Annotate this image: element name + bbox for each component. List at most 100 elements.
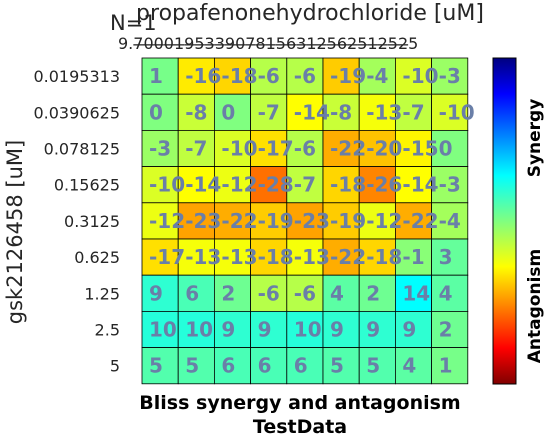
cell-value-label: -10 xyxy=(439,100,475,124)
cell-value-label: -18 xyxy=(366,245,402,269)
cell-value-label: 5 xyxy=(366,354,380,378)
heatmap-cell xyxy=(141,57,179,95)
cell-value-label: -19 xyxy=(330,64,366,88)
cell-value-label: 1 xyxy=(149,64,163,88)
heatmap-cell xyxy=(213,57,251,95)
cell-value-label: -8 xyxy=(330,100,352,124)
cell-value-label: -12 xyxy=(149,209,185,233)
cell-value-label: -3 xyxy=(149,137,171,161)
cell-value-label: 1 xyxy=(439,354,453,378)
heatmap-cell xyxy=(141,129,179,167)
heatmap-cell xyxy=(431,310,469,348)
cell-value-label: -10 xyxy=(221,137,257,161)
cell-value-label: 9 xyxy=(258,318,272,342)
heatmap-cell xyxy=(250,93,288,131)
y-tick-label: 1.25 xyxy=(84,284,120,303)
cell-value-label: -20 xyxy=(366,137,402,161)
heatmap-cell xyxy=(286,129,324,167)
heatmap-cell xyxy=(213,202,251,240)
chart-title: propafenonehydrochloride [uM] xyxy=(136,1,484,26)
heatmap-cell xyxy=(431,202,469,240)
heatmap-cell xyxy=(177,310,215,348)
y-tick-label: 0.078125 xyxy=(44,140,120,159)
cell-value-label: -18 xyxy=(258,245,294,269)
chart-subtitle: TestData xyxy=(253,416,347,437)
heatmap-cell xyxy=(358,93,396,131)
cell-value-label: -22 xyxy=(221,209,257,233)
y-tick-label: 0.15625 xyxy=(54,176,120,195)
cell-value-label: 3 xyxy=(439,245,453,269)
heatmap-cell xyxy=(141,310,179,348)
cell-value-label: -22 xyxy=(330,245,366,269)
heatmap-cell xyxy=(394,347,432,385)
colorbar-label-synergy: Synergy xyxy=(525,99,545,178)
cell-value-label: 9 xyxy=(221,318,235,342)
heatmap-cell xyxy=(431,93,469,131)
cell-value-label: 4 xyxy=(402,354,416,378)
cell-value-label: -12 xyxy=(221,173,257,197)
cell-value-label: 14 xyxy=(402,281,430,305)
cell-value-label: -13 xyxy=(221,245,257,269)
heatmap-cell xyxy=(250,166,288,204)
heatmap-cell xyxy=(141,238,179,276)
heatmap-cell xyxy=(358,347,396,385)
cell-value-label: 2 xyxy=(366,281,380,305)
heatmap-cell xyxy=(322,129,360,167)
cell-value-label: 9 xyxy=(330,318,344,342)
heatmap-cell xyxy=(431,274,469,312)
cell-value-label: 9 xyxy=(402,318,416,342)
cell-value-label: 6 xyxy=(185,281,199,305)
heatmap-cell xyxy=(358,238,396,276)
cell-value-label: -8 xyxy=(185,100,207,124)
heatmap-cell xyxy=(213,166,251,204)
heatmap-cell xyxy=(394,202,432,240)
heatmap-cell xyxy=(431,57,469,95)
cell-value-label: -1 xyxy=(402,245,424,269)
cell-value-label: -17 xyxy=(258,137,294,161)
cell-value-label: -6 xyxy=(294,281,316,305)
cell-value-label: -16 xyxy=(185,64,221,88)
x-tick-labels: 9.7̶0̶0̶0̶1̶9̶5̶3̶3̶9̶0̶7̶8̶1̶5̶6̶3̶1̶2̶… xyxy=(118,34,418,53)
cell-value-label: -10 xyxy=(149,173,185,197)
heatmap-cell xyxy=(141,274,179,312)
heatmap-cell xyxy=(431,347,469,385)
cell-value-label: -4 xyxy=(439,209,461,233)
heatmap-cell xyxy=(322,238,360,276)
cell-value-label: 10 xyxy=(294,318,322,342)
y-tick-label: 0.0390625 xyxy=(33,103,120,122)
cell-value-label: 9 xyxy=(149,281,163,305)
heatmap-cell xyxy=(286,238,324,276)
heatmap-cell xyxy=(250,347,288,385)
heatmap-cell xyxy=(358,129,396,167)
y-tick-label: 5 xyxy=(110,357,120,376)
heatmap-cell xyxy=(286,274,324,312)
cell-value-label: -23 xyxy=(294,209,330,233)
cell-value-label: 5 xyxy=(330,354,344,378)
heatmap-cell xyxy=(250,129,288,167)
cell-value-label: 10 xyxy=(149,318,177,342)
heatmap-cell xyxy=(141,347,179,385)
heatmap-cell xyxy=(286,93,324,131)
cell-value-label: -7 xyxy=(258,100,280,124)
cell-value-label: -17 xyxy=(149,245,185,269)
heatmap-cell xyxy=(177,202,215,240)
cell-value-label: -15 xyxy=(402,137,438,161)
y-tick-label: 0.625 xyxy=(74,248,120,267)
heatmap-cell xyxy=(250,274,288,312)
cell-value-label: -7 xyxy=(185,137,207,161)
heatmap-cell xyxy=(177,274,215,312)
heatmap-cell xyxy=(286,310,324,348)
cell-value-label: 6 xyxy=(294,354,308,378)
cell-value-label: -22 xyxy=(330,137,366,161)
heatmap-cell xyxy=(322,274,360,312)
colorbar-label-antagonism: Antagonism xyxy=(525,249,545,363)
heatmap-cell xyxy=(394,57,432,95)
heatmap-cell xyxy=(213,93,251,131)
y-tick-label: 2.5 xyxy=(95,321,120,340)
cell-value-label: 0 xyxy=(439,137,453,161)
cell-value-label: -4 xyxy=(366,64,388,88)
y-tick-label: 0.0195313 xyxy=(33,67,120,86)
cell-value-label: -14 xyxy=(402,173,438,197)
heatmap-cell xyxy=(358,202,396,240)
heatmap-cell xyxy=(394,274,432,312)
